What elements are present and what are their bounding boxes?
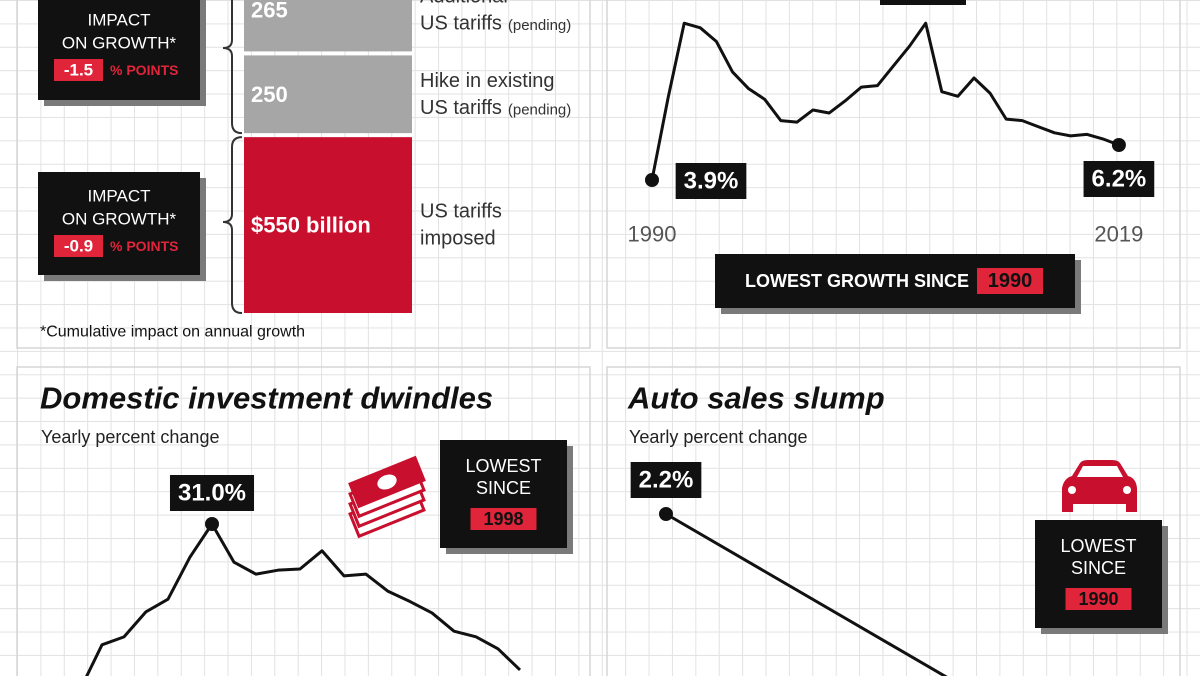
segment-label: US tariffs <box>420 13 502 35</box>
value-label: 6.2% <box>1092 165 1147 192</box>
value-label-box <box>630 462 702 498</box>
line <box>85 522 522 676</box>
callout-text: LOWEST <box>1060 536 1136 556</box>
money-icon <box>348 455 426 539</box>
panel <box>606 0 1181 349</box>
x-tick-label: 1990 <box>628 222 677 247</box>
segment-label: imposed <box>420 228 496 250</box>
impact-box <box>38 172 200 275</box>
value-label: 31.0% <box>178 480 246 507</box>
segment-label: Hike in existing <box>420 70 555 92</box>
brace <box>222 0 243 135</box>
segment-value: $550 billion <box>251 213 371 238</box>
callout-text: LOWEST GROWTH SINCE <box>745 271 969 291</box>
impact-value: -0.9 <box>64 237 93 256</box>
chart-title: Domestic investment dwindles <box>40 381 493 416</box>
impact-value-box <box>54 59 103 81</box>
chart-subtitle: Yearly percent change <box>629 427 807 447</box>
point <box>205 517 219 531</box>
x-tick-label: 2019 <box>1094 222 1143 247</box>
segment-value: 250 <box>251 82 288 107</box>
panel <box>16 366 591 676</box>
footnote: *Cumulative impact on annual growth <box>40 324 305 341</box>
callout-year-box <box>977 268 1043 294</box>
value-label-box <box>1083 160 1155 197</box>
segment-status: (pending) <box>508 101 571 118</box>
value-label: 2.2% <box>639 467 694 494</box>
callout-year-box <box>470 508 537 530</box>
impact-unit: % POINTS <box>110 62 178 78</box>
impact-heading: ON GROWTH* <box>62 34 177 53</box>
impact-box <box>38 0 200 100</box>
impact-value: -1.5 <box>64 61 93 80</box>
point <box>645 173 659 187</box>
callout-text: LOWEST <box>465 456 541 476</box>
segment-label: US tariffs <box>420 201 502 223</box>
impact-heading: ON GROWTH* <box>62 210 177 229</box>
segment-value: 265 <box>251 0 288 23</box>
impact-heading: IMPACT <box>88 11 151 30</box>
chart-subtitle: Yearly percent change <box>41 427 219 447</box>
impact-value-box <box>54 235 103 257</box>
bar-segment <box>244 0 412 52</box>
value-label-box <box>169 475 255 511</box>
line <box>650 21 1120 181</box>
callout-year: 1998 <box>483 509 523 529</box>
brace <box>222 136 243 314</box>
bar-segment <box>244 55 412 134</box>
segment-label: US tariffs <box>420 97 502 119</box>
segment-status: (pending) <box>508 17 571 34</box>
value-label: 3.9% <box>684 168 739 195</box>
bar-segment <box>244 137 412 313</box>
callout-year: 1990 <box>1078 589 1118 609</box>
callout-year-box <box>1065 588 1132 610</box>
point <box>659 507 673 521</box>
line <box>665 512 948 676</box>
segment-label: Additional <box>420 0 508 8</box>
chart-title: Auto sales slump <box>627 381 885 416</box>
callout-text: SINCE <box>1071 558 1126 578</box>
impact-heading: IMPACT <box>88 187 151 206</box>
car-icon <box>1062 460 1137 512</box>
impact-unit: % POINTS <box>110 238 178 254</box>
panel <box>606 366 1181 676</box>
label-box <box>880 0 966 5</box>
callout-text: SINCE <box>476 478 531 498</box>
point <box>1111 137 1126 152</box>
panel <box>16 0 591 349</box>
callout-year: 1990 <box>988 270 1033 292</box>
value-label-box <box>675 163 747 199</box>
